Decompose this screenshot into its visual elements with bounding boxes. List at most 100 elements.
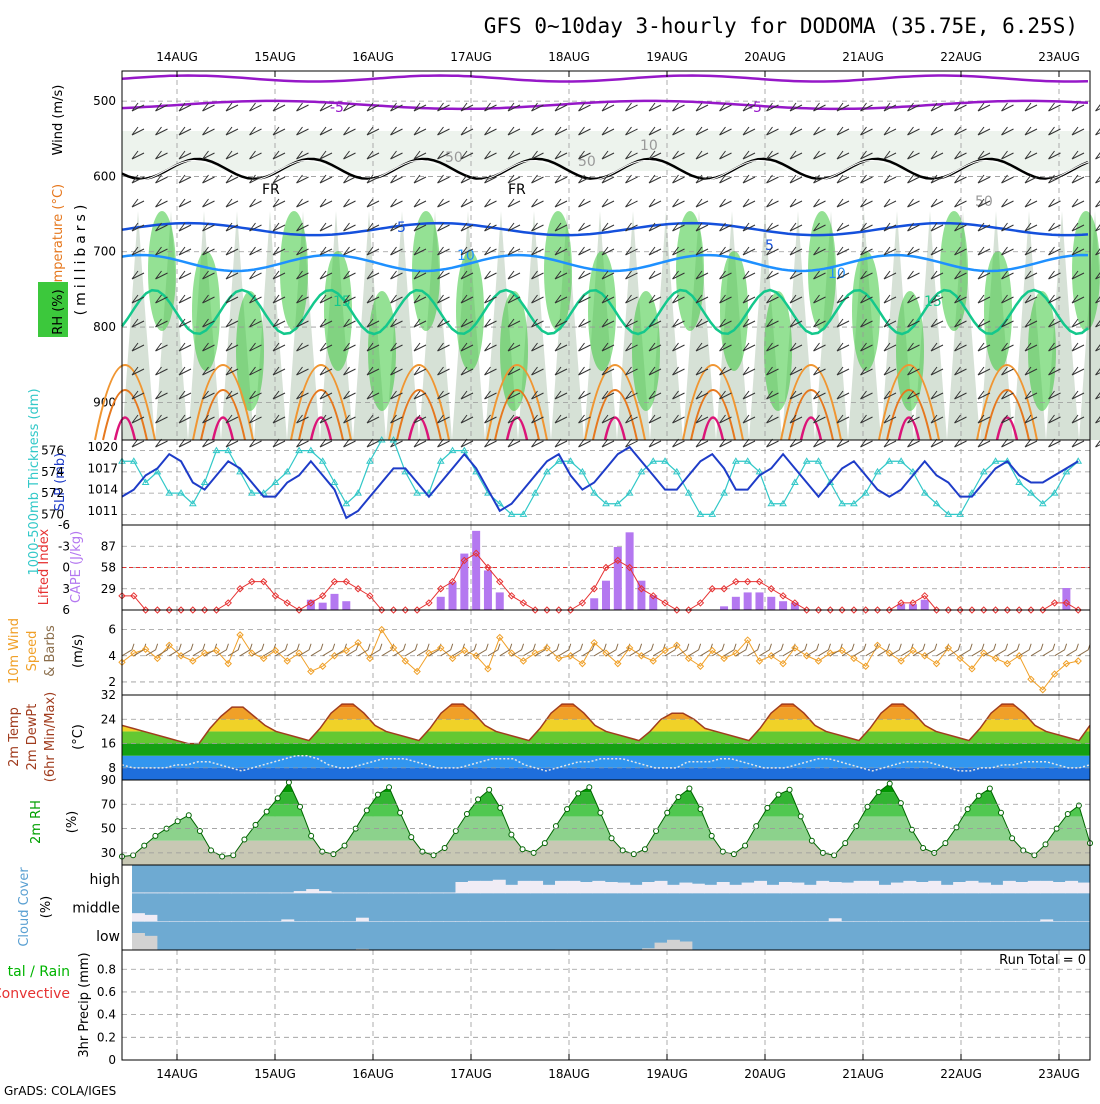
cloud-bar-middle <box>767 921 780 922</box>
upper-ytick: 600 <box>93 169 116 183</box>
cloud-bar-high <box>368 892 381 893</box>
rh2m-point <box>298 804 303 809</box>
rh2m-point <box>498 805 503 810</box>
li-line <box>122 553 1078 610</box>
cloud-bar-high <box>754 881 767 893</box>
cloud-bar-high <box>854 881 867 893</box>
wind-barb-10m <box>1066 644 1078 656</box>
upper-temp-label: Temperature (°C) <box>51 184 66 297</box>
rh2m-point <box>1043 842 1048 847</box>
rh2m-point <box>765 805 770 810</box>
wind-barb-10m <box>1078 644 1090 656</box>
rh-shade-green <box>852 251 880 371</box>
wind-label-2: Speed <box>25 631 40 672</box>
cape-bar <box>330 594 338 610</box>
cloud-bar-high <box>418 892 431 893</box>
cloud-bar-high <box>928 881 941 893</box>
rh2m-point <box>676 795 681 800</box>
cloud-bar-high <box>791 883 804 894</box>
wind-barb-10m <box>405 644 417 656</box>
rh2m-point <box>131 853 136 858</box>
cloud-bar-low <box>667 940 680 950</box>
cloud-bar-high <box>144 892 157 893</box>
cloud-bar-middle <box>953 921 966 922</box>
cloud-bar-middle <box>219 921 232 922</box>
date-label-bottom: 19AUG <box>646 1067 688 1081</box>
precip-ytick: 0.6 <box>97 985 116 999</box>
run-total: Run Total = 0 <box>999 953 1086 968</box>
cloud-bar-middle <box>356 918 369 922</box>
cloud-bar-high <box>953 882 966 893</box>
cloud-bar-high <box>1040 881 1053 893</box>
rh2m-point <box>798 814 803 819</box>
cloud-bar-high <box>256 892 269 893</box>
slp-label: SLP (mb) <box>53 453 68 512</box>
cloud-bar-middle <box>443 921 456 922</box>
rh2m-point <box>809 838 814 843</box>
rh2m-point <box>743 843 748 848</box>
rh2m-point <box>553 824 558 829</box>
wind-ytick: 6 <box>108 623 116 637</box>
temp-ytick: 32 <box>101 688 116 702</box>
rh2m-point <box>453 829 458 834</box>
date-label-bottom: 23AUG <box>1038 1067 1080 1081</box>
cloud-bar-middle <box>132 913 145 922</box>
cloud-bar-high <box>194 892 207 893</box>
wind-barb <box>1096 151 1100 159</box>
cloud-bar-high <box>605 882 618 893</box>
contour-label: 10 <box>828 266 846 282</box>
rh-ytick: 70 <box>101 797 116 811</box>
date-label-top: 16AUG <box>352 50 394 64</box>
cloud-bar-high <box>182 892 195 893</box>
cloud-bar-high <box>1053 882 1066 893</box>
cape-bar <box>590 598 598 610</box>
wind-barb-10m <box>311 644 323 656</box>
rh2m-point <box>565 807 570 812</box>
upper-ytick: 800 <box>93 320 116 334</box>
cape-bar <box>779 601 787 610</box>
cloud-bar-high <box>729 885 742 894</box>
rh2m-point <box>642 847 647 852</box>
cloud-bar-middle <box>704 921 717 922</box>
cloud-bar-middle <box>941 921 954 922</box>
date-label-bottom: 17AUG <box>450 1067 492 1081</box>
slp-ytick: 1020 <box>87 440 118 454</box>
cloud-bar-high <box>406 892 419 893</box>
temp-label-2: 2m DewPt <box>25 704 40 771</box>
rh-shade-green <box>148 211 176 331</box>
cloud-bar-middle <box>841 921 854 922</box>
rh2m-point <box>976 793 981 798</box>
rh2m-point <box>731 852 736 857</box>
cloud-bar-high <box>543 885 556 894</box>
rh2m-point <box>909 827 914 832</box>
precip-label-1: tal / Rain <box>8 964 70 980</box>
wind-barb <box>1096 127 1100 135</box>
rh-shade-green <box>940 211 968 331</box>
cloud-unit: (%) <box>39 896 54 919</box>
date-label-bottom: 21AUG <box>842 1067 884 1081</box>
cloud-bar-high <box>567 881 580 893</box>
upper-wind-label: Wind (m/s) <box>51 85 66 156</box>
cape-bar <box>921 600 929 610</box>
cloud-bar-high <box>1065 881 1078 893</box>
cape-bar <box>449 582 457 610</box>
rh2m-point <box>921 846 926 851</box>
cape-bar <box>767 597 775 610</box>
cloud-bar-middle <box>207 921 220 922</box>
date-label-bottom: 20AUG <box>744 1067 786 1081</box>
cloud-bar-middle <box>306 921 319 922</box>
date-label-top: 19AUG <box>646 50 688 64</box>
cloud-bar-high <box>966 881 979 893</box>
contour-label: 10 <box>457 248 475 264</box>
cloud-bar-high <box>555 881 568 893</box>
date-label-top: 15AUG <box>254 50 296 64</box>
rh2m-point <box>843 841 848 846</box>
wind-unit: (m/s) <box>71 634 86 668</box>
thick-ytick: 574 <box>41 465 64 479</box>
temp-unit: (°C) <box>71 724 86 750</box>
rh2m-point <box>487 787 492 792</box>
cloud-level-label: high <box>89 872 120 888</box>
cloud-bar-middle <box>580 921 593 922</box>
rh2m-point <box>520 847 525 852</box>
cloud-bar-middle <box>294 921 307 922</box>
